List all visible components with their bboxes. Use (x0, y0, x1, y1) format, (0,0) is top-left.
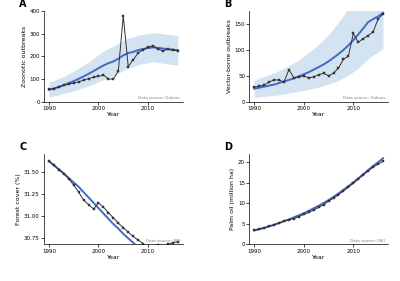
X-axis label: Year: Year (312, 255, 325, 260)
Text: Data source: Gideon: Data source: Gideon (343, 96, 385, 100)
Y-axis label: Forest cover (%): Forest cover (%) (16, 173, 21, 225)
X-axis label: Year: Year (107, 255, 120, 260)
Y-axis label: Palm oil (million ha): Palm oil (million ha) (230, 168, 235, 230)
Text: C: C (19, 142, 26, 152)
Text: D: D (224, 142, 232, 152)
Y-axis label: Vector-borne outbreaks: Vector-borne outbreaks (227, 19, 232, 93)
Text: Data source: Gideon: Data source: Gideon (138, 96, 180, 100)
Text: Data source: FAO: Data source: FAO (350, 239, 385, 243)
Text: Data source: WB: Data source: WB (146, 239, 180, 243)
Text: B: B (224, 0, 232, 10)
Text: A: A (19, 0, 26, 10)
Y-axis label: Zoonotic outbreaks: Zoonotic outbreaks (22, 26, 26, 87)
X-axis label: Year: Year (312, 112, 325, 117)
X-axis label: Year: Year (107, 112, 120, 117)
